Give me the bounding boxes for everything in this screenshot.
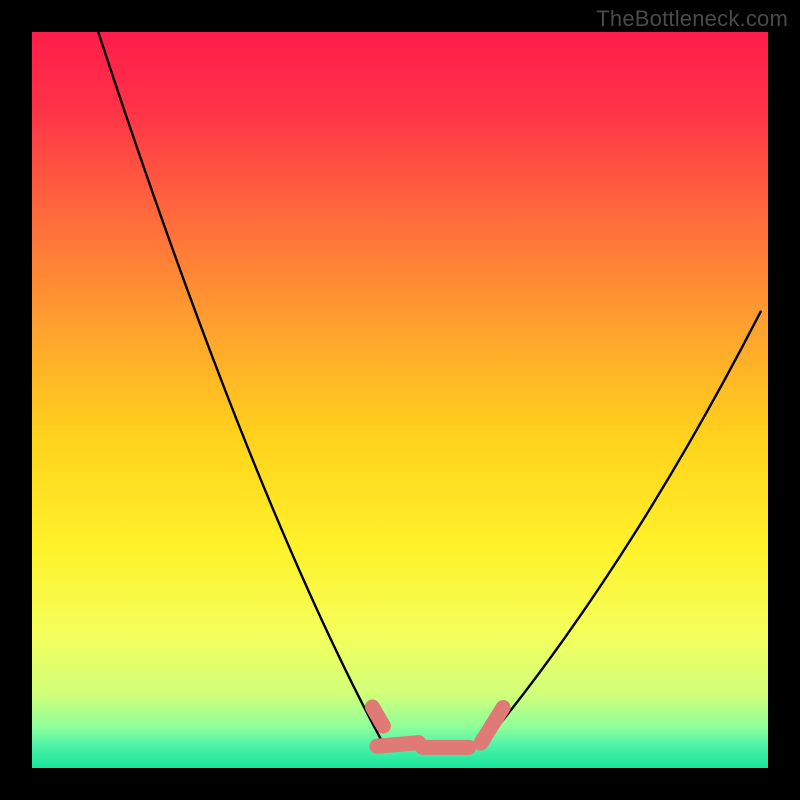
watermark-text: TheBottleneck.com — [596, 6, 788, 32]
gradient-background — [32, 32, 768, 768]
bottleneck-chart — [0, 0, 800, 800]
stage: TheBottleneck.com — [0, 0, 800, 800]
overlay-pill — [377, 743, 419, 747]
overlay-pill — [372, 707, 383, 726]
